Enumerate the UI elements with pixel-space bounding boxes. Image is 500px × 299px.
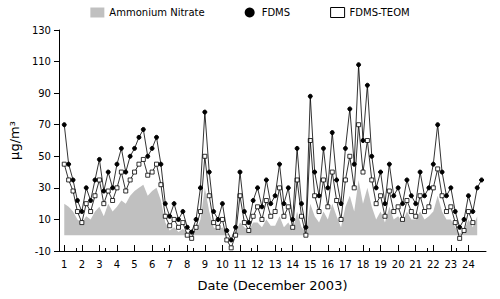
- svg-text:4: 4: [114, 259, 120, 270]
- svg-text:7: 7: [167, 259, 173, 270]
- svg-text:9: 9: [202, 259, 208, 270]
- svg-text:24: 24: [462, 259, 475, 270]
- svg-text:µg/m³: µg/m³: [7, 121, 22, 160]
- svg-text:22: 22: [427, 259, 440, 270]
- svg-text:90: 90: [38, 88, 51, 99]
- svg-text:13: 13: [269, 259, 282, 270]
- svg-text:1: 1: [61, 259, 67, 270]
- svg-text:2: 2: [79, 259, 85, 270]
- svg-text:110: 110: [32, 56, 51, 67]
- svg-text:23: 23: [444, 259, 457, 270]
- svg-text:70: 70: [38, 119, 51, 130]
- svg-text:-10: -10: [35, 246, 51, 257]
- svg-text:12: 12: [251, 259, 264, 270]
- svg-text:15: 15: [304, 259, 317, 270]
- svg-text:6: 6: [149, 259, 155, 270]
- svg-text:18: 18: [357, 259, 370, 270]
- svg-text:20: 20: [392, 259, 405, 270]
- svg-text:16: 16: [321, 259, 334, 270]
- svg-text:10: 10: [216, 259, 229, 270]
- svg-text:130: 130: [32, 25, 51, 36]
- svg-text:10: 10: [38, 214, 51, 225]
- svg-text:5: 5: [131, 259, 137, 270]
- svg-text:17: 17: [339, 259, 352, 270]
- svg-text:30: 30: [38, 182, 51, 193]
- svg-text:3: 3: [96, 259, 102, 270]
- svg-text:50: 50: [38, 151, 51, 162]
- svg-text:FDMS-TEOM: FDMS-TEOM: [350, 7, 410, 18]
- svg-text:Date (December 2003): Date (December 2003): [198, 278, 348, 293]
- svg-text:21: 21: [409, 259, 422, 270]
- svg-text:8: 8: [184, 259, 190, 270]
- svg-text:14: 14: [286, 259, 299, 270]
- svg-text:FDMS: FDMS: [262, 7, 290, 18]
- svg-text:19: 19: [374, 259, 387, 270]
- svg-text:11: 11: [234, 259, 247, 270]
- svg-text:Ammonium Nitrate: Ammonium Nitrate: [109, 7, 204, 18]
